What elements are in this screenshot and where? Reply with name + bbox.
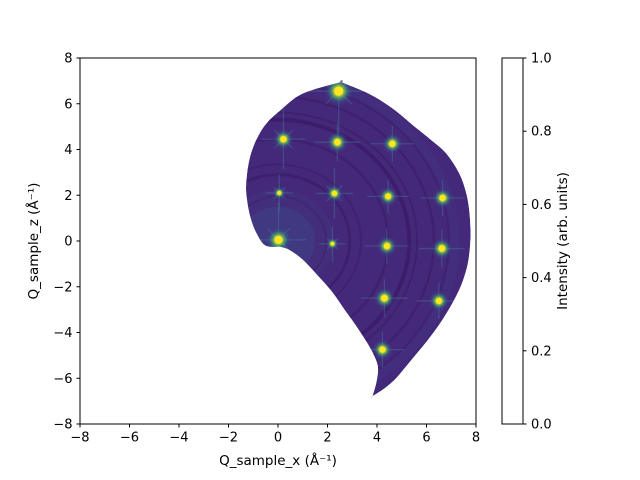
- x-tick-label: 2: [323, 431, 331, 446]
- coverage-clipped-group: [246, 80, 471, 398]
- x-tick-label: −8: [70, 431, 89, 446]
- colorbar-tick-label: 0.6: [531, 198, 552, 213]
- bragg-peak: [367, 179, 410, 214]
- y-tick-label: 8: [64, 52, 72, 67]
- y-tick-label: −8: [53, 418, 72, 433]
- bragg-peak: [420, 179, 465, 216]
- x-axis-label: Q_sample_x (Å⁻¹): [219, 452, 337, 469]
- peak-core: [331, 190, 338, 197]
- colorbar-tick-label: 1.0: [531, 52, 552, 67]
- y-tick-label: 2: [64, 189, 72, 204]
- peak-core: [438, 245, 446, 252]
- peak-core: [334, 138, 341, 146]
- bragg-peak: [418, 229, 465, 268]
- bragg-peak: [416, 282, 461, 319]
- bragg-peak: [261, 109, 306, 170]
- colorbar-tick-label: 0.4: [531, 271, 552, 286]
- coverage-region: [246, 80, 471, 398]
- x-tick-label: −6: [120, 431, 139, 446]
- x-axis-ticks: −8 −6 −4 −2 0 2 4 6 8: [70, 424, 480, 446]
- bragg-peak: [319, 225, 346, 262]
- peak-core: [334, 86, 344, 96]
- x-tick-label: −2: [219, 431, 238, 446]
- bragg-peak: [361, 279, 408, 318]
- colorbar-tick-label: 0.2: [531, 344, 552, 359]
- colorbar: 0.0 0.2 0.4 0.6 0.8 1.0 Intensity (arb. units…: [501, 52, 571, 433]
- y-tick-label: −2: [53, 280, 72, 295]
- peak-core: [280, 136, 287, 143]
- bragg-peak: [314, 123, 361, 162]
- peak-core: [274, 235, 283, 244]
- y-axis-ticks: −8 −6 −4 −2 0 2 4 6 8: [53, 52, 80, 433]
- peak-core: [381, 294, 388, 302]
- bragg-peak: [315, 167, 354, 219]
- peak-core: [385, 193, 392, 200]
- bragg-peak: [370, 125, 415, 162]
- y-tick-label: −4: [53, 326, 72, 341]
- x-tick-label: 4: [373, 431, 381, 446]
- peak-core: [439, 194, 446, 202]
- y-axis-label: Q_sample_z (Å⁻¹): [25, 183, 42, 300]
- y-tick-label: 6: [64, 97, 72, 112]
- x-tick-label: −4: [169, 431, 188, 446]
- colorbar-tick-label: 0.0: [531, 418, 552, 433]
- y-tick-label: −6: [53, 372, 72, 387]
- coverage-fill: [246, 80, 471, 398]
- colorbar-gradient: [501, 57, 524, 425]
- rim-highlight: [246, 80, 460, 398]
- x-tick-label: 0: [274, 431, 282, 446]
- colorbar-tick-label: 0.8: [531, 125, 552, 140]
- peak-core: [389, 140, 396, 147]
- y-tick-label: 4: [64, 143, 72, 158]
- bragg-peak: [364, 228, 409, 265]
- x-tick-label: 6: [422, 431, 430, 446]
- peak-core: [330, 241, 335, 246]
- peak-core: [383, 242, 390, 250]
- colorbar-ticks: 0.0 0.2 0.4 0.6 0.8 1.0: [523, 52, 552, 433]
- y-tick-label: 0: [64, 235, 72, 250]
- colorbar-label: Intensity (arb. units): [555, 172, 571, 310]
- peak-core: [277, 191, 282, 195]
- x-tick-label: 8: [472, 431, 480, 446]
- bragg-peak: [265, 174, 293, 212]
- peak-core: [435, 297, 442, 305]
- peak-core: [379, 346, 386, 353]
